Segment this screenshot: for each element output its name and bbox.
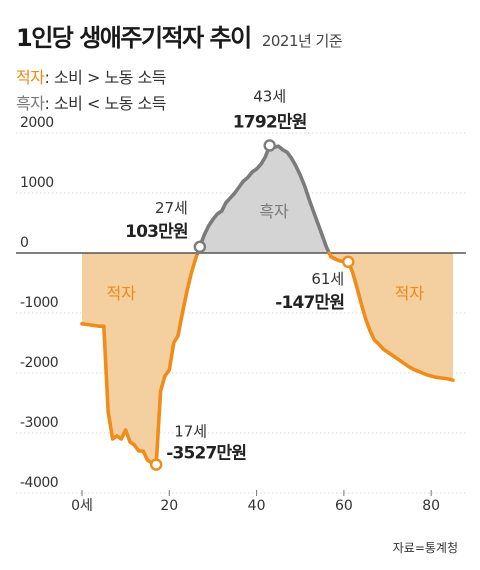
region-label: 흑자 [259, 202, 289, 221]
y-tick-label: 2000 [20, 115, 54, 131]
x-tick-label: 0세 [71, 498, 93, 514]
annotation-value: -3527만원 [166, 444, 246, 464]
annotation-age: 61세 [311, 270, 344, 288]
y-tick-label: -1000 [20, 295, 58, 311]
legend-sep: : [44, 94, 54, 113]
annotation-age: 27세 [155, 199, 188, 217]
annotation-marker [263, 139, 276, 152]
x-tick-label: 20 [160, 498, 178, 514]
source-note: 자료=통계청 [392, 541, 458, 555]
surplus-area [197, 145, 330, 253]
region-label: 적자 [395, 284, 425, 303]
legend-desc-deficit: 소비 > 노동 소득 [53, 68, 166, 87]
x-tick-label: 80 [422, 498, 440, 514]
y-tick-label: -4000 [20, 475, 58, 491]
deficit-area [329, 253, 453, 381]
legend-item-surplus: 흑자: 소비 < 노동 소득 [16, 90, 166, 114]
annotation-marker [342, 255, 355, 269]
y-tick-label: -2000 [20, 355, 58, 371]
chart-header: 1인당 생애주기적자 추이 2021년 기준 [16, 18, 343, 53]
chart-title: 1인당 생애주기적자 추이 [16, 24, 252, 52]
legend-item-deficit: 적자: 소비 > 노동 소득 [16, 64, 166, 88]
legend-key-surplus: 흑자 [16, 94, 45, 113]
annotation-value: 1792만원 [233, 112, 307, 132]
deficit-line [80, 251, 200, 467]
y-tick-label: 1000 [20, 175, 54, 191]
annotation-marker [193, 240, 207, 254]
chart-subtitle: 2021년 기준 [261, 32, 343, 50]
legend-key-deficit: 적자 [16, 68, 45, 87]
annotation-value: 103만원 [125, 222, 188, 242]
surplus-line [195, 143, 331, 255]
y-tick-label: 0 [20, 235, 28, 251]
x-tick-label: 40 [248, 498, 266, 514]
y-tick-label: -3000 [20, 415, 58, 431]
legend-desc-surplus: 소비 < 노동 소득 [53, 94, 166, 113]
legend-sep: : [44, 68, 54, 87]
region-label: 적자 [107, 284, 137, 303]
annotation-age: 43세 [253, 87, 286, 105]
deficit-area [82, 253, 198, 465]
annotation-value: -147만원 [275, 293, 344, 313]
annotation-marker [149, 458, 163, 471]
annotation-age: 17세 [174, 423, 207, 441]
x-tick-label: 60 [335, 498, 353, 514]
